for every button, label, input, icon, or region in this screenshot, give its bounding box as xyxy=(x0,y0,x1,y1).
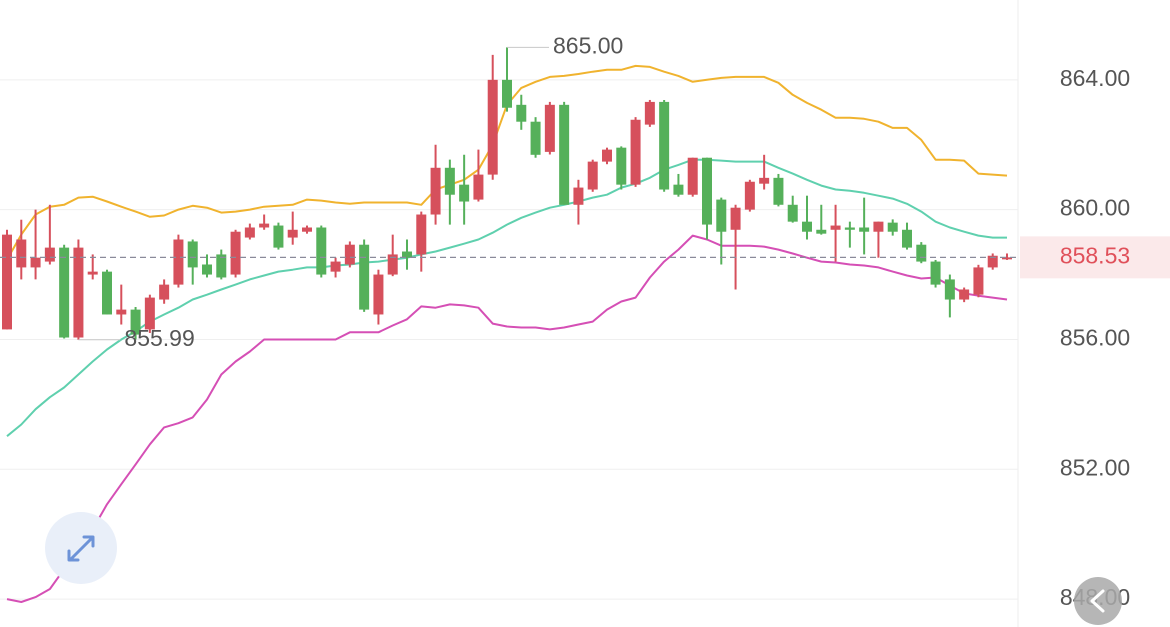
candle-body xyxy=(287,229,298,238)
candle-body xyxy=(116,309,127,315)
candle-body xyxy=(130,309,141,335)
candle-body xyxy=(744,181,755,210)
annotation-label: 865.00 xyxy=(553,32,623,58)
candle-body xyxy=(144,297,155,330)
candle-body xyxy=(487,79,498,175)
candle-body xyxy=(216,254,227,278)
y-tick-label: 852.00 xyxy=(1060,454,1130,480)
candle-body xyxy=(73,247,84,338)
candle-body xyxy=(687,157,698,195)
candle-body xyxy=(1002,257,1012,260)
candle-body xyxy=(244,227,255,238)
candle-body xyxy=(87,271,98,275)
candle-body xyxy=(530,121,541,155)
expand-icon[interactable] xyxy=(67,535,95,562)
candle-body xyxy=(859,227,870,232)
candle-body xyxy=(502,79,512,108)
candle-body xyxy=(202,264,212,275)
candle-body xyxy=(187,241,198,268)
candle-body xyxy=(416,214,427,255)
candle-body xyxy=(830,225,841,230)
candle-body xyxy=(644,101,655,125)
candle-body xyxy=(759,177,770,184)
candle-body xyxy=(602,149,612,162)
candle-body xyxy=(773,177,784,205)
candle-body xyxy=(844,227,855,230)
collapse-button-bg[interactable] xyxy=(1074,577,1122,625)
candle-body xyxy=(630,119,641,185)
candle-body xyxy=(387,254,398,275)
candle-body xyxy=(159,284,170,300)
candles xyxy=(2,47,1012,340)
annotation-label: 855.99 xyxy=(124,325,194,351)
labels: 848.00852.00856.00860.00864.00858.53865.… xyxy=(0,32,1170,610)
candle-body xyxy=(702,157,712,225)
candle-body xyxy=(459,184,470,202)
candle-body xyxy=(887,222,898,232)
candle-body xyxy=(802,221,812,232)
candle-body xyxy=(330,261,341,272)
candle-body xyxy=(273,225,284,248)
candle-body xyxy=(402,251,412,258)
candle-body xyxy=(544,104,555,152)
candle-body xyxy=(730,207,741,230)
candle-body xyxy=(344,244,355,265)
candle-body xyxy=(930,261,941,285)
candle-body xyxy=(973,267,984,295)
candle-body xyxy=(44,247,55,262)
candle-body xyxy=(616,147,627,185)
candle-body xyxy=(902,229,912,248)
candle-body xyxy=(173,239,184,285)
last-price-label: 858.53 xyxy=(1060,242,1130,268)
candle-body xyxy=(516,104,527,122)
expand-button[interactable] xyxy=(45,512,117,584)
candle-body xyxy=(259,223,270,228)
candle-body xyxy=(916,244,927,262)
candle-body xyxy=(359,244,370,310)
y-tick-label: 856.00 xyxy=(1060,325,1130,351)
candle-body xyxy=(430,167,441,215)
candle-body xyxy=(373,274,384,315)
candle-body xyxy=(873,221,884,232)
candle-body xyxy=(787,204,798,222)
collapse-button[interactable] xyxy=(1074,577,1122,625)
candle-body xyxy=(230,231,241,275)
y-tick-label: 864.00 xyxy=(1060,65,1130,91)
band-line xyxy=(6,234,1008,603)
candle-body xyxy=(30,257,41,268)
candle-body xyxy=(987,255,998,268)
band-line xyxy=(6,158,1007,437)
candle-body xyxy=(2,234,12,330)
candle-body xyxy=(302,227,312,232)
candle-body xyxy=(102,271,112,315)
candle-body xyxy=(316,227,327,275)
candle-body xyxy=(473,174,484,200)
candle-body xyxy=(944,279,955,300)
candle-body xyxy=(16,239,27,268)
collapse-icon[interactable] xyxy=(1090,589,1105,613)
last-price-box xyxy=(1020,236,1170,279)
candle-body xyxy=(559,104,570,205)
candle-body xyxy=(587,161,598,190)
candle-body xyxy=(573,187,584,205)
candle-body xyxy=(816,229,827,234)
candle-body xyxy=(959,289,970,300)
candle-body xyxy=(444,167,455,195)
candle-body xyxy=(659,101,670,190)
candle-body xyxy=(673,184,684,195)
candle-body xyxy=(716,199,727,232)
y-tick-label: 860.00 xyxy=(1060,195,1130,221)
candle-body xyxy=(59,247,70,338)
